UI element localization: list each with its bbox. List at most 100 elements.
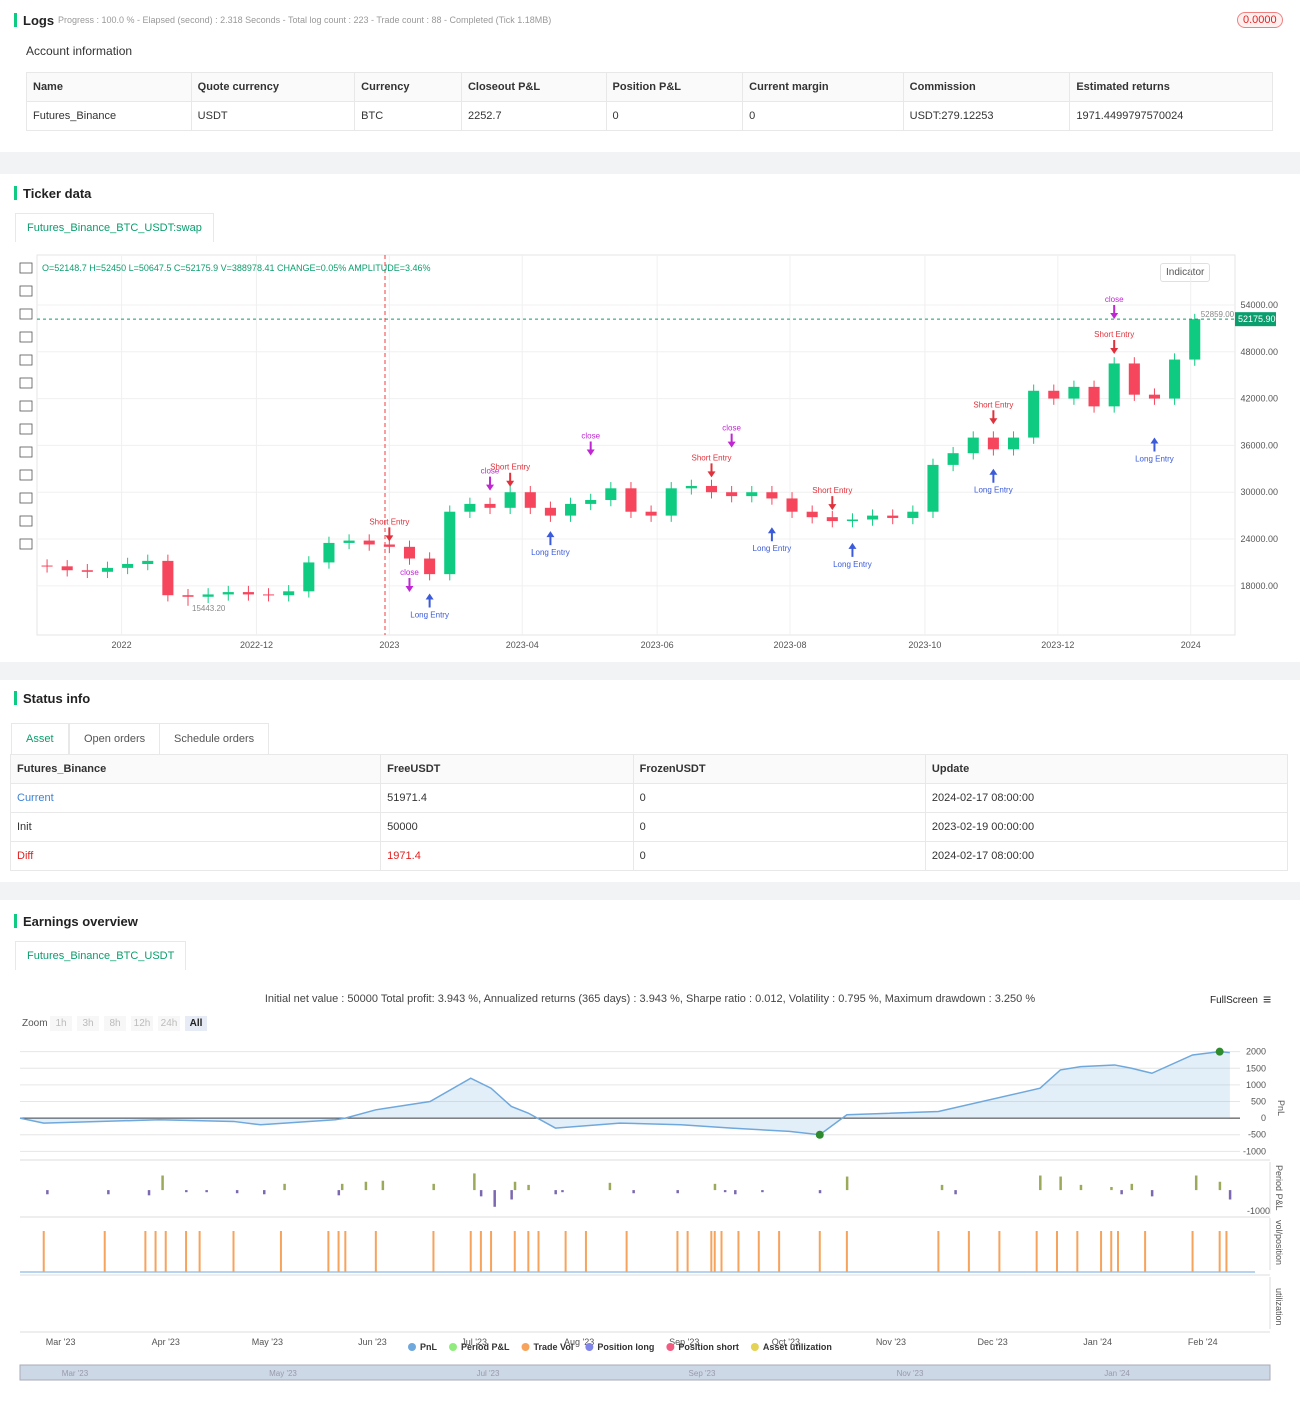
legend-entry[interactable]: Position short: [678, 1342, 739, 1352]
period-bar: [761, 1190, 764, 1193]
tool-icon[interactable]: [19, 354, 33, 366]
y-tick-label: -1000: [1247, 1206, 1270, 1216]
period-bar: [632, 1190, 635, 1194]
signal-arrow: [989, 410, 998, 425]
signal-arrow: [546, 531, 555, 546]
header-cell: Current margin: [742, 72, 904, 102]
menu-icon[interactable]: ≡: [1263, 991, 1272, 1007]
tool-icon[interactable]: [19, 377, 33, 389]
status-table: Futures_Binance FreeUSDT FrozenUSDT Update C…: [9, 754, 1289, 871]
period-bar: [235, 1190, 239, 1194]
period-bar: [561, 1190, 564, 1193]
tool-icon[interactable]: [19, 285, 33, 297]
x-tick-label: Apr '23: [152, 1337, 180, 1347]
y-tick-label: -500: [1248, 1130, 1266, 1140]
candle-body: [846, 519, 858, 522]
tool-icon[interactable]: [19, 262, 33, 274]
candle-body: [726, 492, 738, 497]
trade-vol-bar: [490, 1231, 493, 1272]
legend-swatch: [521, 1343, 530, 1351]
legend-entry[interactable]: PnL: [420, 1342, 438, 1352]
tool-icon[interactable]: [19, 308, 33, 320]
ticker-tab[interactable]: Futures_Binance_BTC_USDT:swap: [15, 213, 214, 242]
candle-body: [122, 563, 134, 568]
candle-body: [61, 566, 73, 571]
signal-arrow: [1150, 437, 1159, 452]
zoom-button[interactable]: 1h: [50, 1016, 72, 1031]
navigator-label: Mar '23: [62, 1369, 89, 1378]
x-tick-label: 2023: [379, 640, 399, 650]
trade-vol-bar: [845, 1231, 848, 1272]
trade-vol-bar: [676, 1231, 679, 1272]
period-bar: [161, 1175, 164, 1191]
signal-arrow: [727, 433, 736, 448]
status-tab[interactable]: Asset: [11, 723, 69, 754]
status-tab[interactable]: Open orders: [69, 723, 161, 754]
x-tick-label: Dec '23: [977, 1337, 1007, 1347]
legend-entry[interactable]: Asset utilization: [763, 1342, 832, 1352]
period-bar: [381, 1180, 385, 1191]
min-marker: [815, 1130, 824, 1139]
status-tab[interactable]: Schedule orders: [159, 723, 270, 754]
account-table: Name Quote currency Currency Closeout P&L Po…: [26, 72, 1273, 131]
candle-body: [565, 503, 577, 516]
candle-body: [444, 511, 456, 575]
trade-vol-bar: [154, 1231, 157, 1272]
cell: 2024-02-17 08:00:00: [924, 783, 1289, 813]
row: Current 51971.4 0 2024-02-17 08:00:00: [9, 783, 1289, 813]
tool-icon[interactable]: [19, 469, 33, 481]
trade-vol-bar: [185, 1231, 188, 1272]
y-tick-label: 54000.00: [1240, 300, 1278, 310]
tool-icon[interactable]: [19, 515, 33, 527]
tool-icon[interactable]: [19, 331, 33, 343]
navigator-label: Nov '23: [897, 1369, 924, 1378]
zoom-button[interactable]: 3h: [77, 1016, 99, 1031]
candle-body: [1007, 437, 1020, 450]
x-tick-label: 2023-06: [641, 640, 674, 650]
tool-icon[interactable]: [19, 446, 33, 458]
period-bar: [205, 1190, 208, 1193]
tool-icon[interactable]: [19, 492, 33, 504]
legend-entry[interactable]: Period P&L: [461, 1342, 510, 1352]
period-bar: [1130, 1183, 1134, 1191]
candle-body: [1088, 386, 1100, 407]
trade-vol-bar: [998, 1231, 1001, 1272]
indicator-button[interactable]: Indicator: [1160, 263, 1211, 282]
tool-icon[interactable]: [19, 423, 33, 435]
earnings-tab[interactable]: Futures_Binance_BTC_USDT: [15, 941, 187, 970]
candle-body: [222, 592, 234, 595]
candle-body: [947, 453, 959, 465]
navigator[interactable]: [19, 1364, 1271, 1381]
zoom-button[interactable]: 12h: [131, 1016, 153, 1031]
zoom-button[interactable]: 24h: [158, 1016, 180, 1031]
zoom-button[interactable]: All: [185, 1016, 207, 1031]
legend-entry[interactable]: Position long: [597, 1342, 654, 1352]
x-tick-label: Jun '23: [358, 1337, 387, 1347]
fullscreen[interactable]: FullScreen: [1210, 995, 1258, 1006]
signal-label: Long Entry: [833, 560, 872, 569]
trade-vol-bar: [537, 1231, 540, 1272]
candle-body: [1169, 359, 1181, 399]
trade-vol-bar: [144, 1231, 147, 1272]
tool-icon[interactable]: [19, 538, 33, 550]
legend-entry[interactable]: Trade Vol: [534, 1342, 574, 1352]
trade-vol-bar: [103, 1231, 106, 1272]
candle-body: [1068, 386, 1080, 399]
signal-arrow: [385, 527, 394, 542]
zoom-button[interactable]: 8h: [104, 1016, 126, 1031]
signal-label: close: [481, 467, 500, 476]
signal-label: Short Entry: [973, 400, 1013, 409]
axis-title: vol/position: [1274, 1220, 1284, 1265]
y-tick-label: 42000.00: [1240, 394, 1278, 404]
cell: Init: [9, 812, 382, 842]
tool-icon[interactable]: [19, 400, 33, 412]
signal-arrow: [707, 463, 716, 478]
separator: [0, 882, 1300, 900]
period-bar: [527, 1184, 530, 1191]
x-tick-label: May '23: [252, 1337, 283, 1347]
header-cell: Quote currency: [190, 72, 356, 102]
trade-vol-bar: [279, 1231, 282, 1272]
period-bar: [510, 1190, 513, 1200]
x-tick-label: 2024: [1181, 640, 1201, 650]
candle-body: [605, 488, 617, 501]
